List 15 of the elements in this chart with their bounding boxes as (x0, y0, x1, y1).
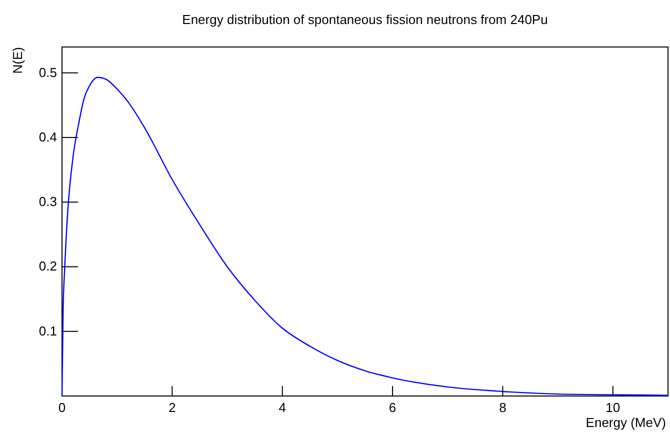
x-tick-label: 6 (388, 400, 396, 415)
y-tick-label: 0.1 (38, 323, 57, 338)
x-tick-label: 4 (278, 400, 286, 415)
chart-title: Energy distribution of spontaneous fission neutrons from 240Pu (182, 12, 548, 27)
y-axis-title: N(E) (10, 47, 25, 74)
y-tick-label: 0.3 (38, 194, 57, 210)
x-tick-label: 0 (58, 400, 66, 415)
x-tick-label: 10 (606, 400, 620, 415)
y-tick-label: 0.5 (38, 64, 57, 80)
y-tick-label: 0.4 (38, 129, 57, 144)
x-tick-label: 8 (499, 400, 506, 415)
x-axis-title: Energy (MeV) (586, 415, 666, 430)
line-series (61, 76, 669, 397)
y-tick-label: 0.2 (38, 258, 57, 274)
x-tick-label: 2 (168, 400, 176, 415)
